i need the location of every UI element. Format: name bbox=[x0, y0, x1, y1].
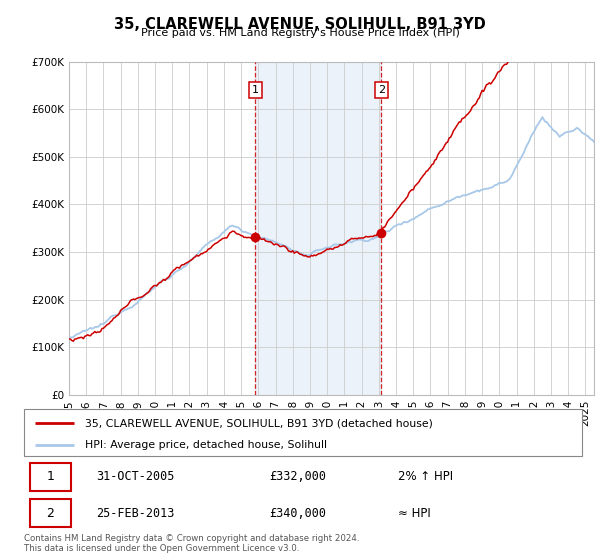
Text: 1: 1 bbox=[46, 470, 54, 483]
Bar bbox=[256, 62, 382, 395]
Text: £340,000: £340,000 bbox=[269, 507, 326, 520]
Text: 2: 2 bbox=[46, 507, 54, 520]
Text: Price paid vs. HM Land Registry's House Price Index (HPI): Price paid vs. HM Land Registry's House … bbox=[140, 28, 460, 38]
Text: £332,000: £332,000 bbox=[269, 470, 326, 483]
FancyBboxPatch shape bbox=[29, 463, 71, 491]
Text: 2: 2 bbox=[378, 85, 385, 95]
Text: ≈ HPI: ≈ HPI bbox=[398, 507, 431, 520]
FancyBboxPatch shape bbox=[24, 409, 582, 456]
Text: 35, CLAREWELL AVENUE, SOLIHULL, B91 3YD (detached house): 35, CLAREWELL AVENUE, SOLIHULL, B91 3YD … bbox=[85, 418, 433, 428]
Text: Contains HM Land Registry data © Crown copyright and database right 2024.
This d: Contains HM Land Registry data © Crown c… bbox=[24, 534, 359, 553]
Text: 1: 1 bbox=[252, 85, 259, 95]
Text: 25-FEB-2013: 25-FEB-2013 bbox=[97, 507, 175, 520]
Text: HPI: Average price, detached house, Solihull: HPI: Average price, detached house, Soli… bbox=[85, 440, 328, 450]
Text: 35, CLAREWELL AVENUE, SOLIHULL, B91 3YD: 35, CLAREWELL AVENUE, SOLIHULL, B91 3YD bbox=[114, 17, 486, 32]
Text: 31-OCT-2005: 31-OCT-2005 bbox=[97, 470, 175, 483]
Text: 2% ↑ HPI: 2% ↑ HPI bbox=[398, 470, 453, 483]
FancyBboxPatch shape bbox=[29, 500, 71, 527]
